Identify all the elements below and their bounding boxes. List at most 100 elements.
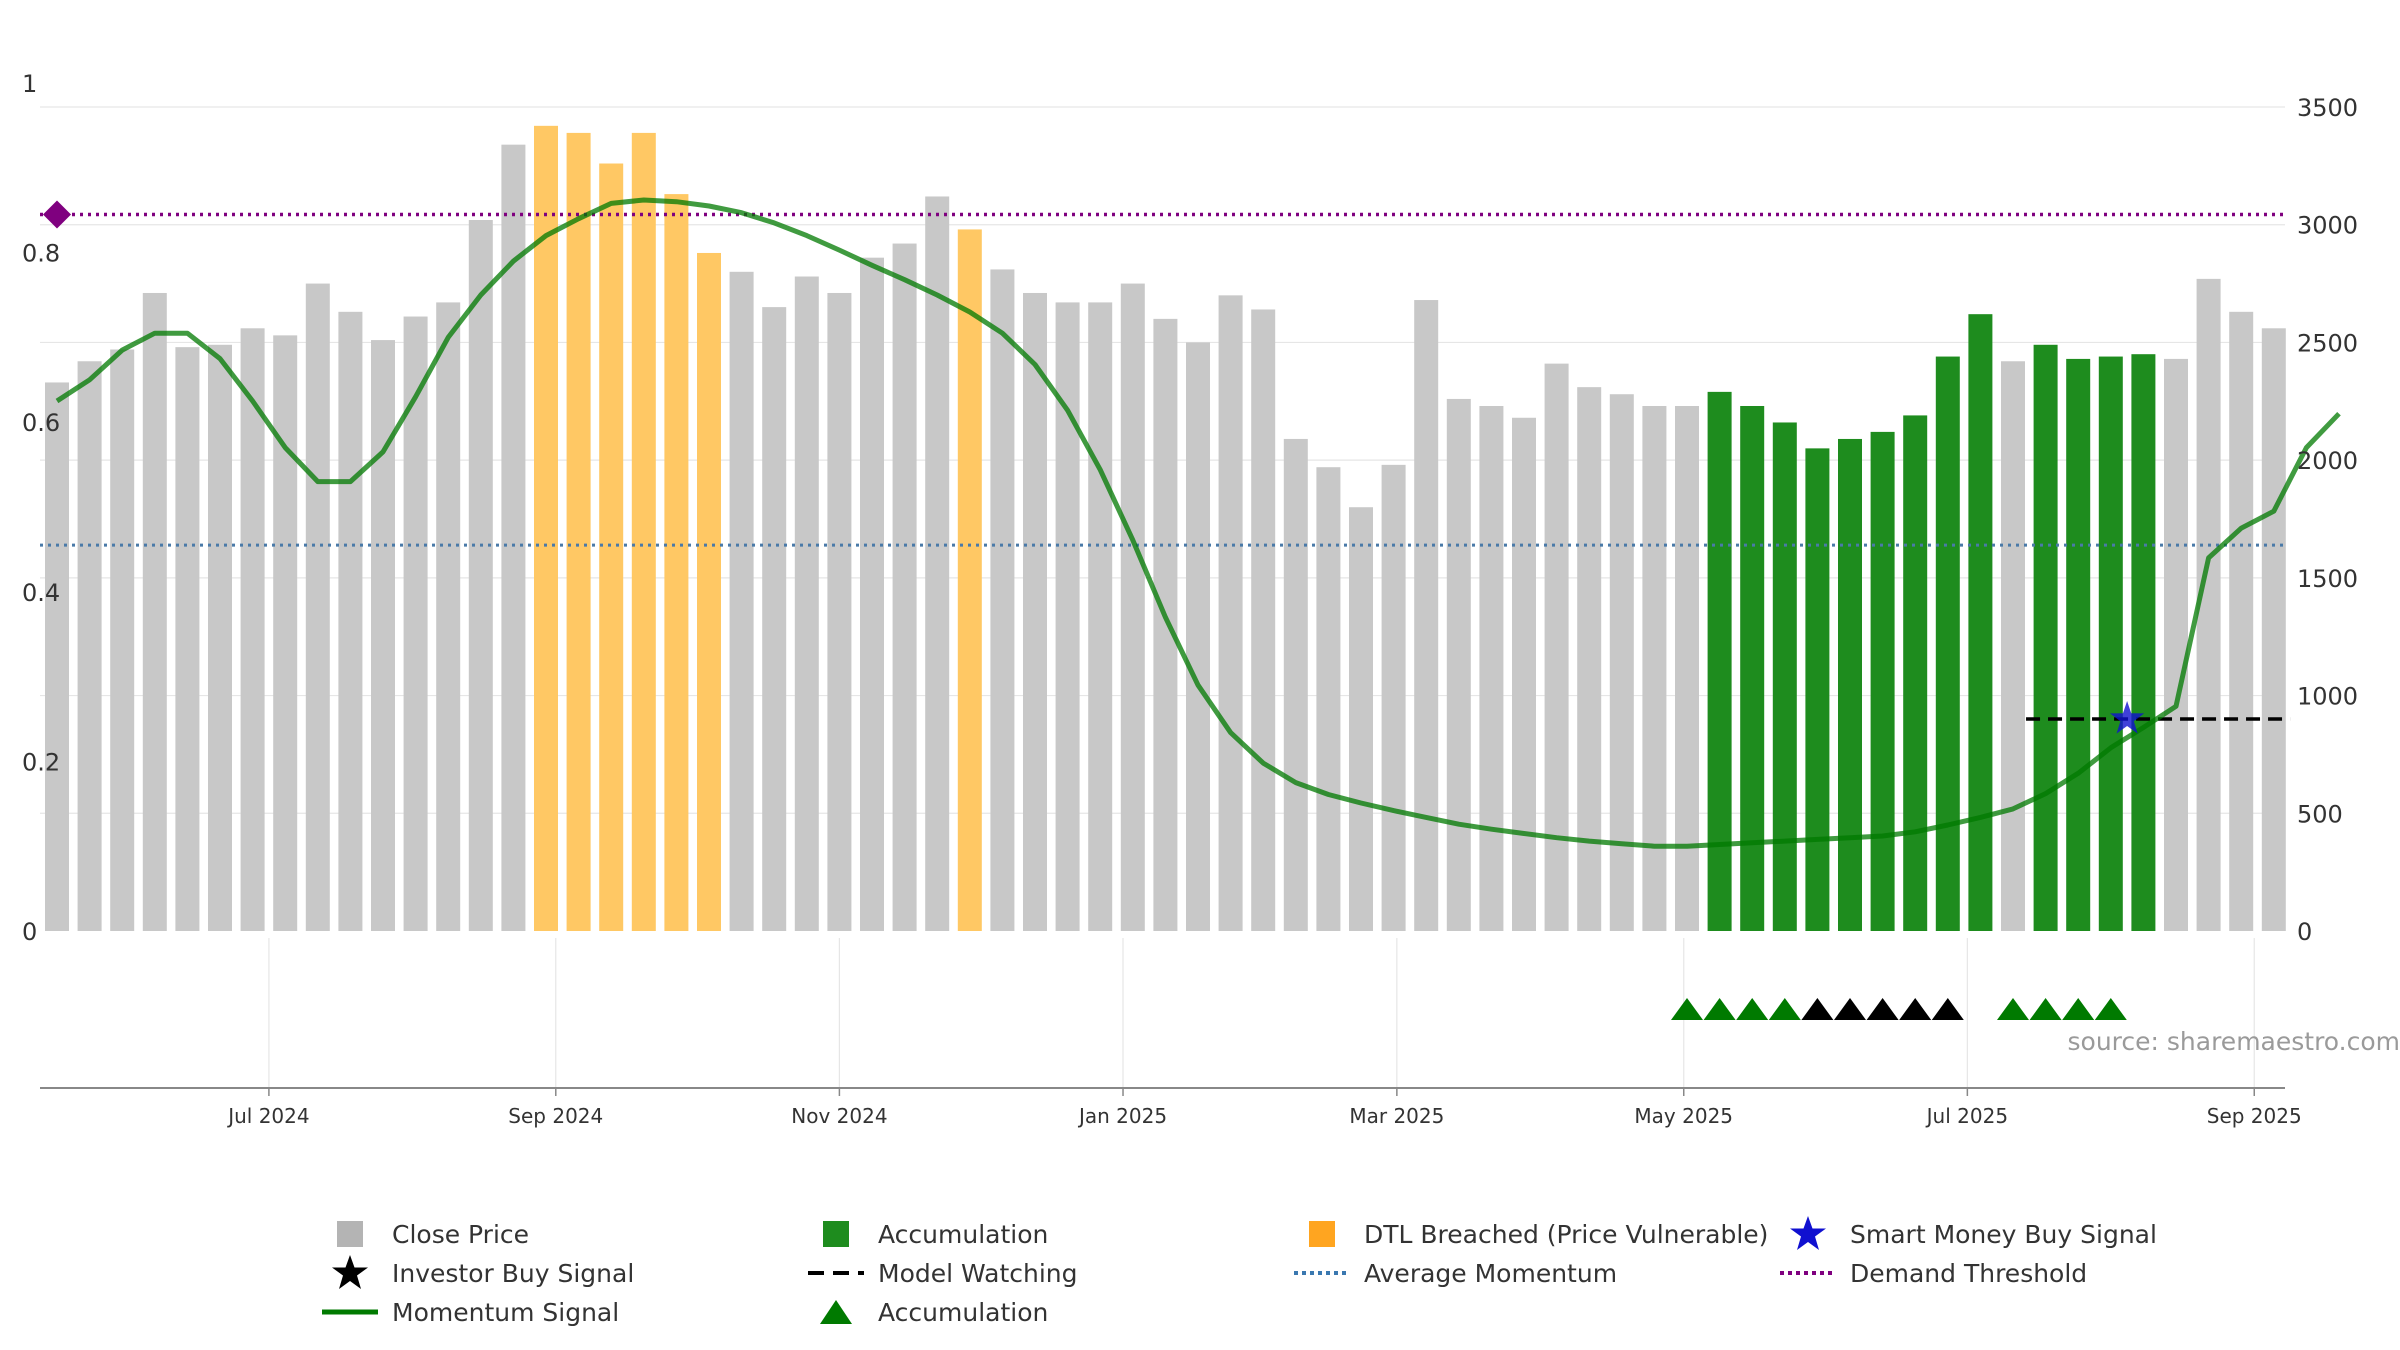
bar-close xyxy=(925,196,950,931)
bar-close xyxy=(2001,361,2025,932)
bar-close xyxy=(1675,405,1699,932)
y-right-tick-label: 2000 xyxy=(2297,447,2358,475)
bar-close xyxy=(208,344,232,932)
x-tick-label: Sep 2025 xyxy=(2207,1104,2302,1128)
bar-close xyxy=(305,283,330,932)
bar-close xyxy=(2164,358,2188,931)
bar-close xyxy=(468,220,493,931)
bar-accumulation xyxy=(1805,448,1830,931)
x-tick-label: Jul 2025 xyxy=(1925,1104,2008,1128)
bar-accumulation xyxy=(1870,431,1895,931)
y-right-tick-label: 3000 xyxy=(2297,212,2358,240)
y-right-tick-label: 3500 xyxy=(2297,94,2358,122)
bar-close xyxy=(110,349,135,931)
bar-close xyxy=(1316,467,1341,931)
bar-accumulation xyxy=(1903,415,1928,931)
watching-triangle xyxy=(1801,998,1834,1020)
accumulation-triangle xyxy=(1997,998,2029,1020)
bar-close xyxy=(1349,507,1373,931)
bar-accumulation xyxy=(1707,391,1732,932)
bar-accumulation xyxy=(1935,356,1960,931)
bar-close xyxy=(1023,292,1047,931)
bar-close xyxy=(142,292,167,931)
bar-close xyxy=(1186,342,1210,931)
bar-dtl xyxy=(697,252,721,932)
bar-close xyxy=(1544,363,1569,931)
bar-close xyxy=(1088,302,1113,931)
bar-close xyxy=(729,271,754,931)
bar-close xyxy=(1218,295,1243,931)
y-right-tick-label: 1000 xyxy=(2297,683,2358,711)
bar-dtl xyxy=(566,132,591,931)
y-right-tick-label: 1500 xyxy=(2297,565,2358,593)
bar-close xyxy=(794,276,819,932)
bar-close xyxy=(1414,300,1439,932)
watching-triangle xyxy=(1834,998,1866,1020)
x-tick-label: Jul 2024 xyxy=(226,1104,309,1128)
momentum-signal-line xyxy=(55,197,2341,849)
bar-close xyxy=(45,382,69,931)
accumulation-triangle xyxy=(1671,998,1703,1020)
bar-close xyxy=(1283,438,1308,931)
source-watermark: source: sharemaestro.com xyxy=(2068,1027,2400,1056)
bar-close xyxy=(371,340,395,931)
y-left-tick-label: 0.2 xyxy=(22,748,60,776)
accumulation-triangle xyxy=(1736,998,1769,1020)
y-right-tick-label: 500 xyxy=(2297,800,2343,828)
y-left-tick-label: 1 xyxy=(22,70,37,98)
bar-close xyxy=(175,347,200,931)
bar-close xyxy=(1446,398,1471,932)
bar-close xyxy=(2229,311,2254,931)
watching-triangle xyxy=(1931,998,1964,1020)
bar-close xyxy=(2261,328,2286,931)
bar-close xyxy=(1577,387,1602,931)
bar-close xyxy=(1153,318,1178,931)
watching-triangle xyxy=(1866,998,1899,1020)
bar-close xyxy=(77,361,102,932)
bar-close xyxy=(1642,405,1667,932)
bar-accumulation xyxy=(2066,358,2091,931)
bar-dtl xyxy=(599,163,624,931)
y-left-tick-label: 0.4 xyxy=(22,579,60,607)
accumulation-triangle xyxy=(1768,998,1801,1020)
accumulation-triangle xyxy=(1703,998,1736,1020)
bar-dtl xyxy=(631,132,656,931)
bar-close xyxy=(436,302,461,931)
bar-accumulation xyxy=(1772,422,1797,931)
bar-accumulation xyxy=(2131,354,2156,931)
x-tick-label: Jan 2025 xyxy=(1077,1104,1167,1128)
accumulation-triangle xyxy=(2029,998,2062,1020)
y-left-tick-label: 0.8 xyxy=(22,240,60,268)
bar-accumulation xyxy=(1838,438,1862,931)
bar-close xyxy=(501,144,526,931)
bar-close xyxy=(1609,394,1634,931)
bar-close xyxy=(1512,417,1536,931)
bar-close xyxy=(338,311,363,931)
bar-close xyxy=(1251,309,1276,931)
x-tick-label: Sep 2024 xyxy=(508,1104,603,1128)
watching-triangle xyxy=(1899,998,1932,1020)
bar-close xyxy=(990,269,1015,932)
bar-close xyxy=(273,335,298,931)
bar-accumulation xyxy=(1740,405,1765,932)
bar-close xyxy=(860,257,884,931)
x-tick-label: Nov 2024 xyxy=(791,1104,887,1128)
y-right-tick-label: 0 xyxy=(2297,918,2312,946)
bar-close xyxy=(1381,464,1406,931)
y-left-tick-label: 0 xyxy=(22,918,37,946)
bar-dtl xyxy=(957,229,982,931)
bar-close xyxy=(1479,405,1504,932)
accumulation-triangle xyxy=(2062,998,2095,1020)
demand-threshold-marker xyxy=(43,200,71,229)
accumulation-triangle xyxy=(2094,998,2127,1020)
bar-accumulation xyxy=(2033,344,2058,932)
bar-accumulation xyxy=(2098,356,2123,931)
y-left-tick-label: 0.6 xyxy=(22,409,60,437)
bar-dtl xyxy=(664,194,689,931)
x-tick-label: Mar 2025 xyxy=(1349,1104,1444,1128)
bar-close xyxy=(762,307,787,932)
bar-close xyxy=(240,328,265,931)
y-right-tick-label: 2500 xyxy=(2297,329,2358,357)
bar-accumulation xyxy=(1968,314,1993,932)
